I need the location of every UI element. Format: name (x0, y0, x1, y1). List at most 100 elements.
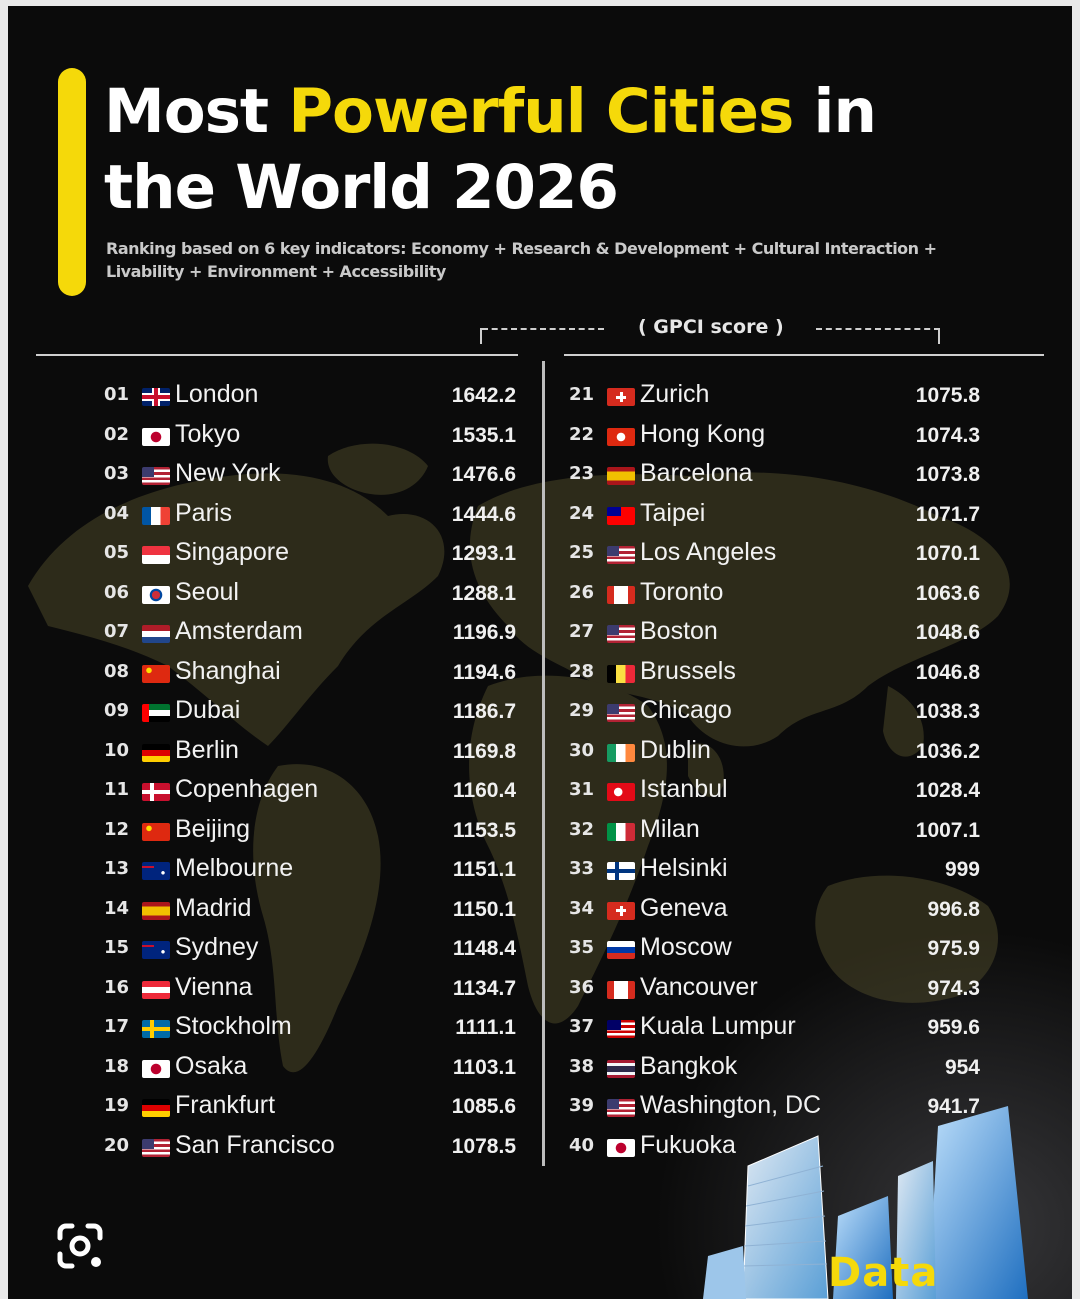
subtitle: Ranking based on 6 key indicators: Econo… (106, 237, 1006, 283)
gpci-score: 1476.6 (451, 463, 516, 486)
gpci-score: 1196.9 (452, 621, 516, 644)
us-flag-icon (142, 1138, 170, 1157)
fr-flag-icon (142, 506, 170, 525)
city-name: Amsterdam (175, 617, 303, 645)
city-name: Barcelona (640, 459, 753, 487)
gpci-score: 1642.2 (451, 384, 516, 407)
ranking-row: 30 Dublin 1036.2 (569, 730, 999, 770)
rank-number: 21 (569, 384, 595, 405)
ranking-row: 32 Milan 1007.1 (569, 809, 999, 849)
gb-flag-icon (142, 388, 170, 406)
rank-number: 19 (104, 1095, 130, 1116)
title-line1-suffix: in (793, 76, 877, 147)
nl-flag-icon (142, 625, 170, 643)
city-name: Tokyo (175, 419, 241, 448)
page-title: Most Powerful Cities in the World 2026 (104, 74, 877, 226)
rank-number: 03 (104, 463, 130, 484)
ranking-row: 17 Stockholm 1111.1 (104, 1006, 534, 1046)
city-name: Milan (640, 814, 700, 843)
city-name: Washington, DC (640, 1091, 822, 1119)
ranking-row: 10 Berlin 1169.8 (104, 730, 534, 770)
rank-number: 01 (104, 384, 130, 405)
city-name: Dublin (640, 735, 711, 764)
gpci-score: 1071.7 (915, 502, 980, 526)
us-flag-icon (607, 1099, 635, 1117)
rank-number: 20 (104, 1134, 130, 1156)
gpci-score: 1075.8 (915, 384, 980, 407)
gpci-score: 1148.4 (452, 937, 516, 960)
ranking-row: 18 Osaka 1103.1 (104, 1046, 534, 1086)
score-header-tick-left (480, 328, 482, 344)
ae-flag-icon (142, 704, 170, 722)
ranking-row: 12 Beijing 1153.5 (104, 809, 534, 849)
rank-number: 23 (569, 463, 595, 484)
de-flag-icon (142, 743, 170, 762)
cn-flag-icon (142, 664, 170, 683)
ranking-row: 08 Shanghai 1194.6 (104, 651, 534, 691)
score-header-dash-right (816, 328, 940, 330)
hk-flag-icon (607, 427, 635, 446)
ranking-row: 23 Barcelona 1073.8 (569, 453, 999, 493)
rank-number: 33 (569, 858, 595, 879)
city-name: Moscow (640, 933, 732, 961)
rank-number: 12 (104, 818, 130, 840)
rank-number: 07 (104, 621, 130, 642)
rank-number: 30 (569, 739, 595, 761)
rank-number: 10 (104, 739, 130, 761)
score-header: ( GPCI score ) (638, 316, 784, 338)
column-divider (542, 361, 545, 1166)
gpci-score: 1046.8 (915, 660, 980, 684)
ranking-row: 33 Helsinki 999 (569, 848, 999, 888)
es-flag-icon (142, 901, 170, 920)
city-name: Berlin (175, 735, 239, 764)
gpci-score: 1186.7 (452, 700, 516, 723)
city-name: Stockholm (175, 1012, 292, 1040)
skyscrapers-illustration (703, 1106, 1028, 1299)
rank-number: 34 (569, 897, 595, 919)
ranking-row: 24 Taipei 1071.7 (569, 493, 999, 533)
city-name: San Francisco (175, 1130, 335, 1159)
ranking-row: 05 Singapore 1293.1 (104, 532, 534, 572)
gpci-score: 1153.5 (452, 818, 516, 842)
rank-number: 17 (104, 1016, 130, 1037)
city-name: Zurich (640, 380, 710, 408)
jp-flag-icon (142, 1059, 170, 1078)
au-flag-icon (142, 862, 170, 880)
ranking-row: 26 Toronto 1063.6 (569, 572, 999, 612)
rank-number: 39 (569, 1095, 595, 1116)
gpci-score: 996.8 (927, 897, 980, 921)
gpci-score: 1028.4 (915, 779, 980, 802)
us-flag-icon (607, 704, 635, 722)
rank-number: 09 (104, 700, 130, 721)
lens-search-icon[interactable] (52, 1218, 108, 1274)
city-name: Sydney (175, 933, 259, 961)
rank-number: 40 (569, 1134, 595, 1156)
ch-flag-icon (607, 901, 635, 920)
ranking-row: 15 Sydney 1148.4 (104, 927, 534, 967)
city-name: New York (175, 459, 281, 487)
rank-number: 25 (569, 542, 595, 563)
header-rule-right (564, 354, 1044, 356)
city-name: Geneva (640, 893, 728, 922)
gpci-score: 1063.6 (915, 581, 980, 605)
city-name: Dubai (175, 696, 241, 724)
city-name: Madrid (175, 893, 252, 922)
rank-number: 18 (104, 1055, 130, 1077)
city-name: Vienna (175, 972, 253, 1001)
gpci-score: 1070.1 (915, 542, 980, 565)
ranking-row: 29 Chicago 1038.3 (569, 690, 999, 730)
ranking-row: 06 Seoul 1288.1 (104, 572, 534, 612)
gpci-score: 1074.3 (915, 423, 980, 447)
rank-number: 02 (104, 423, 130, 445)
city-name: Seoul (175, 577, 239, 606)
sg-flag-icon (142, 546, 170, 564)
score-header-tick-right (938, 328, 940, 344)
us-flag-icon (607, 625, 635, 643)
rank-number: 31 (569, 779, 595, 800)
jp-flag-icon (142, 427, 170, 446)
city-name: Istanbul (640, 775, 728, 803)
city-name: Kuala Lumpur (640, 1012, 796, 1040)
ranking-row: 22 Hong Kong 1074.3 (569, 414, 999, 454)
ranking-row: 04 Paris 1444.6 (104, 493, 534, 533)
gpci-score: 1293.1 (451, 542, 516, 565)
